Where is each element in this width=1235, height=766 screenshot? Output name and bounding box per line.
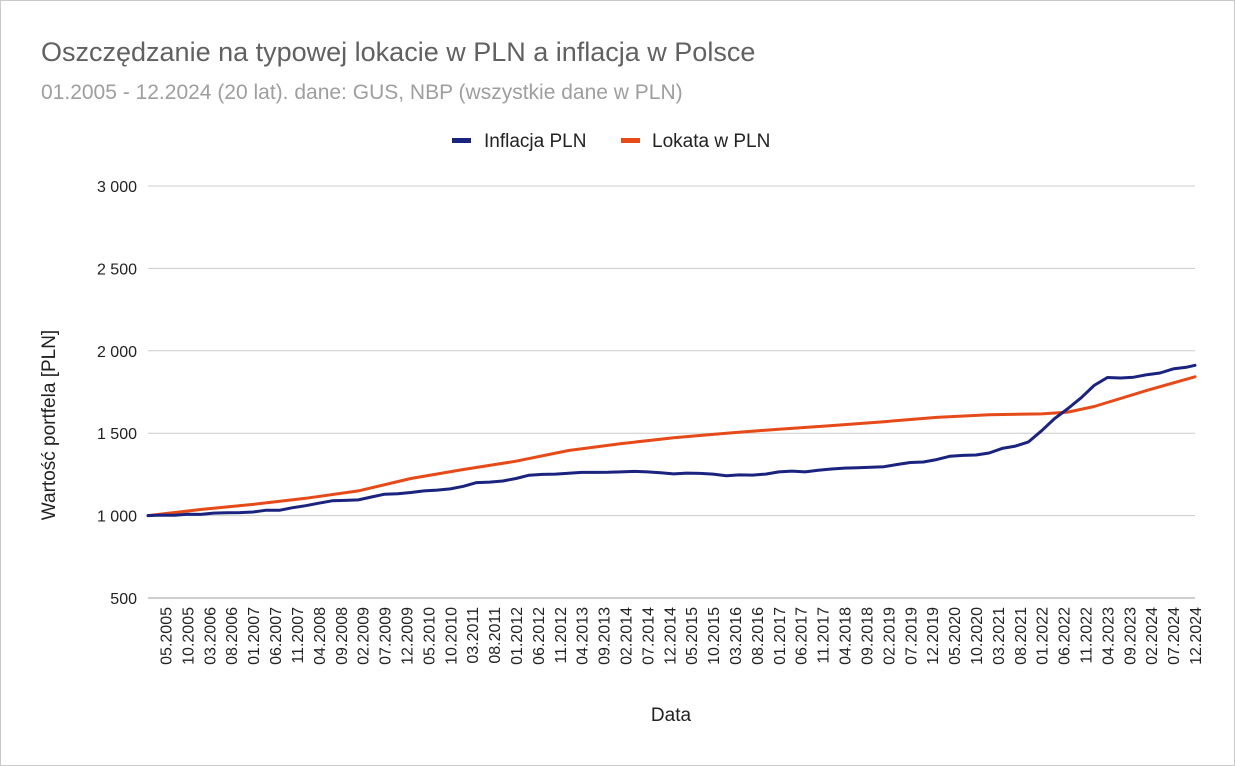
x-tick-label: 12.2014: [662, 607, 679, 665]
y-axis-ticks: 500 1 000 1 500 2 000 2 500 3 000: [97, 179, 137, 608]
x-tick-label: 05.2010: [421, 607, 438, 665]
x-tick-label: 05.2015: [684, 607, 701, 665]
x-tick-label: 10.2015: [706, 607, 723, 665]
legend-swatch-inflacja: [452, 138, 471, 143]
x-tick-label: 01.2012: [509, 607, 526, 665]
x-tick-label: 11.2022: [1078, 607, 1095, 664]
x-tick-label: 01.2017: [772, 607, 789, 665]
x-axis-ticks: 05.2005 10.2005 03.2006 08.2006 01.2007 06.20…: [159, 607, 1205, 665]
legend: Inflacja PLN Lokata w PLN: [452, 131, 770, 152]
gridlines: [148, 185, 1195, 599]
x-tick-label: 09.2008: [334, 607, 351, 665]
x-tick-label: 04.2023: [1100, 607, 1117, 665]
x-tick-label: 05.2005: [159, 607, 176, 665]
x-tick-label: 11.2007: [290, 607, 307, 664]
x-tick-label: 05.2020: [947, 607, 964, 665]
legend-swatch-lokata: [621, 138, 640, 143]
y-tick-label: 2 500: [97, 261, 137, 278]
y-tick-label: 2 000: [97, 344, 137, 361]
x-tick-label: 03.2011: [465, 607, 482, 664]
x-tick-label: 10.2020: [969, 607, 986, 665]
series-line-inflacja: [146, 363, 1197, 518]
y-tick-label: 3 000: [97, 179, 137, 196]
x-tick-label: 04.2018: [838, 607, 855, 665]
x-tick-label: 02.2009: [356, 607, 373, 665]
series-lines: [146, 363, 1197, 518]
x-tick-label: 03.2021: [991, 607, 1008, 665]
x-tick-label: 03.2016: [728, 607, 745, 665]
x-tick-label: 06.2012: [531, 607, 548, 665]
x-tick-label: 03.2006: [202, 607, 219, 665]
x-tick-label: 09.2013: [597, 607, 614, 665]
x-tick-label: 11.2017: [816, 607, 833, 664]
x-tick-label: 07.2009: [378, 607, 395, 665]
series-line-lokata: [146, 375, 1197, 518]
x-tick-label: 02.2024: [1144, 607, 1161, 665]
x-tick-label: 02.2019: [881, 607, 898, 665]
x-axis-title: Data: [651, 705, 692, 726]
x-tick-label: 08.2021: [1013, 607, 1030, 665]
x-tick-label: 09.2023: [1122, 607, 1139, 665]
x-tick-label: 07.2019: [903, 607, 920, 665]
y-tick-label: 1 500: [97, 426, 137, 443]
x-tick-label: 01.2022: [1035, 607, 1052, 665]
x-tick-label: 06.2017: [794, 607, 811, 665]
x-tick-label: 11.2012: [553, 607, 570, 664]
x-tick-label: 04.2013: [575, 607, 592, 665]
x-tick-label: 04.2008: [312, 607, 329, 665]
x-tick-label: 02.2014: [619, 607, 636, 665]
x-tick-label: 01.2007: [246, 607, 263, 665]
y-tick-label: 500: [110, 591, 137, 608]
y-axis-title: Wartość portfela [PLN]: [39, 330, 60, 520]
x-tick-label: 10.2005: [180, 607, 197, 665]
x-tick-label: 12.2024: [1188, 607, 1205, 665]
x-tick-label: 10.2010: [443, 607, 460, 665]
x-tick-label: 07.2024: [1166, 607, 1183, 665]
legend-label-inflacja: Inflacja PLN: [484, 131, 586, 152]
y-tick-label: 1 000: [97, 509, 137, 526]
x-tick-label: 07.2014: [640, 607, 657, 665]
x-tick-label: 09.2018: [859, 607, 876, 665]
x-tick-label: 12.2009: [399, 607, 416, 665]
chart-title: Oszczędzanie na typowej lokacie w PLN a …: [41, 37, 756, 67]
x-tick-label: 08.2011: [487, 607, 504, 664]
x-tick-label: 12.2019: [925, 607, 942, 665]
x-tick-label: 08.2006: [224, 607, 241, 665]
x-tick-label: 06.2007: [268, 607, 285, 665]
chart-subtitle: 01.2005 - 12.2024 (20 lat). dane: GUS, N…: [41, 81, 683, 104]
legend-label-lokata: Lokata w PLN: [652, 131, 770, 152]
x-tick-label: 06.2022: [1057, 607, 1074, 665]
x-tick-label: 08.2016: [750, 607, 767, 665]
